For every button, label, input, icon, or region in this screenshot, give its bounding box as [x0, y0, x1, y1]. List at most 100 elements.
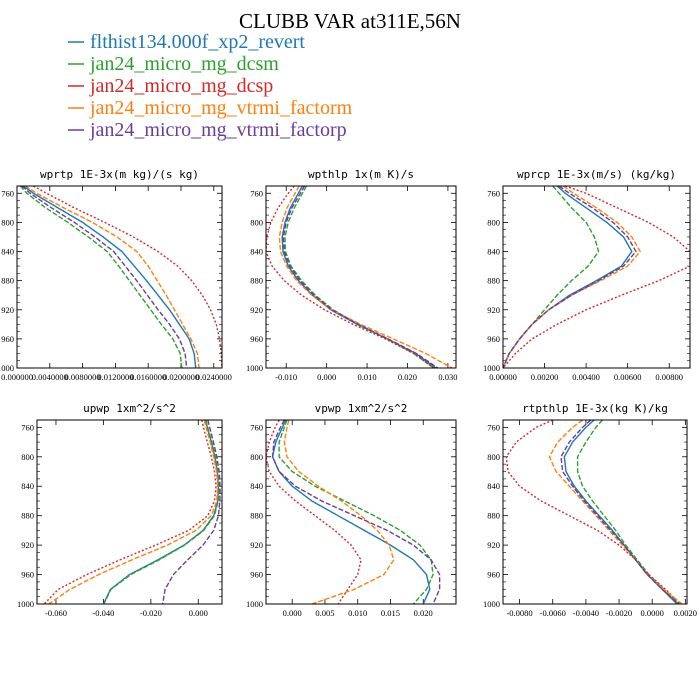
panel-title: wpthlp 1x(m K)/s	[308, 168, 414, 181]
x-tick-label: 0.0200000	[163, 372, 199, 382]
series-line	[33, 186, 222, 368]
x-tick-label: 0.0020	[674, 608, 697, 618]
series-line	[560, 420, 680, 604]
y-tick-label: 920	[250, 305, 263, 315]
x-tick-label: 0.0120000	[97, 372, 133, 382]
series-line	[278, 420, 434, 604]
series-group	[19, 186, 222, 368]
series-line	[271, 420, 441, 604]
y-tick-label: 920	[1, 305, 14, 315]
y-tick-label: 920	[21, 540, 34, 550]
legend-entry: jan24_micro_mg_dcsp	[89, 75, 273, 97]
y-tick-label: 920	[487, 540, 500, 550]
y-tick-label: 960	[250, 570, 263, 580]
series-line	[503, 186, 690, 368]
panel-frame	[36, 419, 223, 605]
series-line	[278, 186, 453, 368]
figure-title: CLUBB VAR at311E,56N	[239, 9, 461, 33]
series-line	[563, 420, 678, 604]
profile-panel: rtpthlp 1E-3x(kg K)/kg 760 800 840 880 920 960…	[483, 402, 697, 618]
y-tick-label: 800	[250, 217, 263, 227]
y-tick-label: 760	[250, 422, 263, 432]
panel-frame	[16, 185, 223, 369]
x-tick-label: 0.00800	[655, 372, 683, 382]
y-tick-label: 1000	[483, 599, 500, 609]
y-tick-label: 880	[487, 511, 500, 521]
y-tick-label: 1000	[17, 599, 34, 609]
series-group	[43, 420, 221, 604]
y-tick-label: 960	[487, 570, 500, 580]
profile-panel: wprcp 1E-3x(m/s) (kg/kg) 760 800 840 880 920 9…	[483, 168, 691, 382]
panels-grid: wprtp 1E-3x(m kg)/(s kg) 760 800 840 880 920 9…	[0, 168, 697, 618]
series-line	[19, 186, 183, 368]
y-tick-label: 840	[1, 247, 14, 257]
x-tick-label: 0.00400	[572, 372, 600, 382]
y-tick-label: 960	[21, 570, 34, 580]
x-tick-label: 0.0240000	[196, 372, 232, 382]
series-line	[48, 420, 219, 604]
x-tick-label: 0.000000	[1, 372, 33, 382]
x-tick-label: 0.030	[438, 372, 457, 382]
series-line	[21, 186, 188, 368]
x-tick-label: 0.00000	[489, 372, 517, 382]
legend-entry: jan24_micro_mg_vtrmi_factorm	[89, 97, 353, 119]
x-tick-label: 0.000	[283, 608, 302, 618]
series-line	[284, 186, 435, 368]
y-tick-label: 800	[487, 217, 500, 227]
profile-panel: wpthlp 1x(m K)/s 760 800 840 880 920 960 1000 -0…	[246, 168, 457, 382]
series-line	[503, 186, 600, 368]
y-tick-label: 960	[250, 334, 263, 344]
y-tick-label: 920	[250, 540, 263, 550]
x-tick-label: -0.010	[275, 372, 297, 382]
y-tick-label: 760	[1, 188, 14, 198]
profile-panel: wprtp 1E-3x(m kg)/(s kg) 760 800 840 880 920 9…	[0, 168, 232, 382]
x-tick-label: 0.00600	[614, 372, 642, 382]
legend-entry: jan24_micro_mg_dcsm	[89, 53, 279, 75]
x-tick-label: 0.010	[348, 608, 367, 618]
x-tick-label: 0.010	[358, 372, 377, 382]
series-line	[281, 186, 437, 368]
panel-title: wprcp 1E-3x(m/s) (kg/kg)	[517, 168, 676, 181]
series-line	[282, 186, 439, 368]
x-tick-label: 0.000	[317, 372, 336, 382]
series-line	[24, 186, 200, 368]
x-tick-label: 0.020	[398, 372, 417, 382]
legend-entry: flthist134.000f_xp2_revert	[90, 31, 305, 53]
x-tick-label: -0.0080	[506, 608, 532, 618]
panel-title: wprtp 1E-3x(m kg)/(s kg)	[40, 168, 199, 181]
series-line	[271, 420, 431, 604]
y-tick-label: 800	[250, 452, 263, 462]
y-tick-label: 880	[21, 511, 34, 521]
y-tick-label: 760	[21, 422, 34, 432]
y-tick-label: 840	[250, 247, 263, 257]
x-tick-label: -0.040	[92, 608, 114, 618]
y-tick-label: 880	[487, 276, 500, 286]
profile-panel: vpwp 1xm^2/s^2 760 800 840 880 920 960 1000 0.00…	[246, 402, 457, 618]
y-tick-label: 760	[250, 188, 263, 198]
y-tick-label: 960	[1, 334, 14, 344]
series-line	[23, 186, 197, 368]
series-line	[283, 420, 395, 604]
panel-frame	[502, 185, 691, 369]
series-line	[162, 420, 221, 604]
y-tick-label: 1000	[0, 363, 14, 373]
y-tick-label: 760	[487, 188, 500, 198]
panel-title: upwp 1xm^2/s^2	[83, 402, 176, 415]
x-tick-label: 0.000	[189, 608, 208, 618]
x-tick-label: 0.0040000	[32, 372, 68, 382]
panel-frame	[265, 419, 457, 605]
x-tick-label: -0.0040	[573, 608, 599, 618]
series-line	[503, 186, 637, 368]
panel-frame	[265, 185, 457, 369]
series-group	[503, 186, 690, 368]
legend-entry: jan24_micro_mg_vtrmi_factorp	[89, 119, 347, 141]
panel-title: vpwp 1xm^2/s^2	[315, 402, 408, 415]
y-tick-label: 1000	[483, 363, 500, 373]
y-tick-label: 920	[487, 305, 500, 315]
x-tick-label: 0.005	[315, 608, 334, 618]
y-tick-label: 800	[487, 452, 500, 462]
series-line	[505, 420, 681, 604]
y-tick-label: 760	[487, 422, 500, 432]
y-tick-label: 880	[250, 511, 263, 521]
